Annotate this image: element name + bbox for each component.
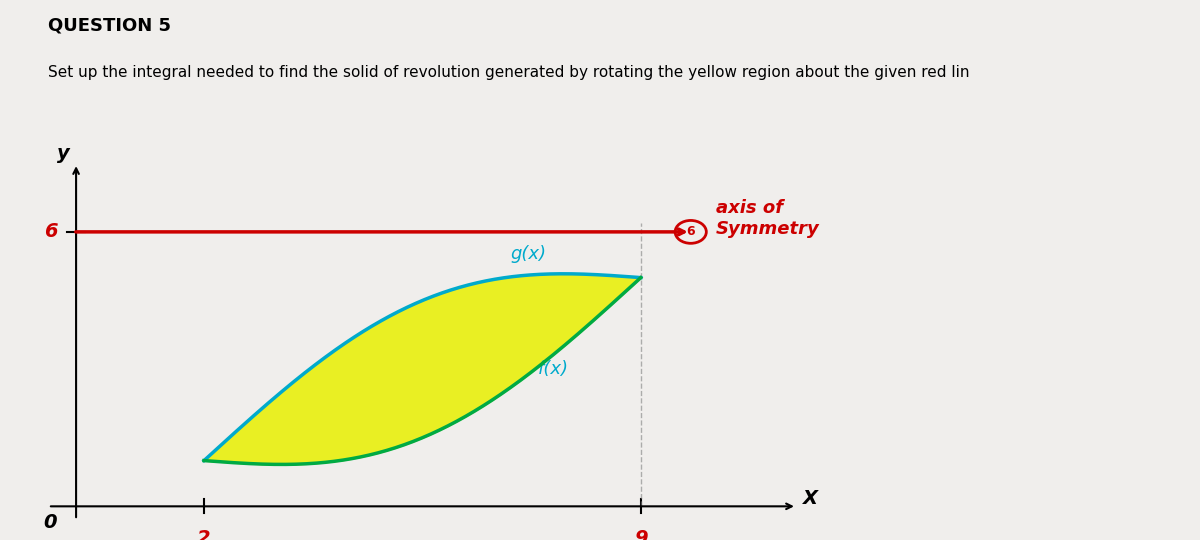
Text: 6: 6 xyxy=(43,222,58,241)
Text: Set up the integral needed to find the solid of revolution generated by rotating: Set up the integral needed to find the s… xyxy=(48,65,970,80)
Text: f(x): f(x) xyxy=(538,360,569,378)
Text: X: X xyxy=(803,489,818,508)
Text: 9: 9 xyxy=(634,529,648,540)
Text: 6: 6 xyxy=(686,225,695,238)
Text: 2: 2 xyxy=(197,529,211,540)
Text: QUESTION 5: QUESTION 5 xyxy=(48,16,172,34)
Text: 0: 0 xyxy=(43,513,58,532)
Text: y: y xyxy=(58,144,70,163)
Text: axis of
Symmetry: axis of Symmetry xyxy=(715,199,820,238)
Text: g(x): g(x) xyxy=(510,245,546,263)
